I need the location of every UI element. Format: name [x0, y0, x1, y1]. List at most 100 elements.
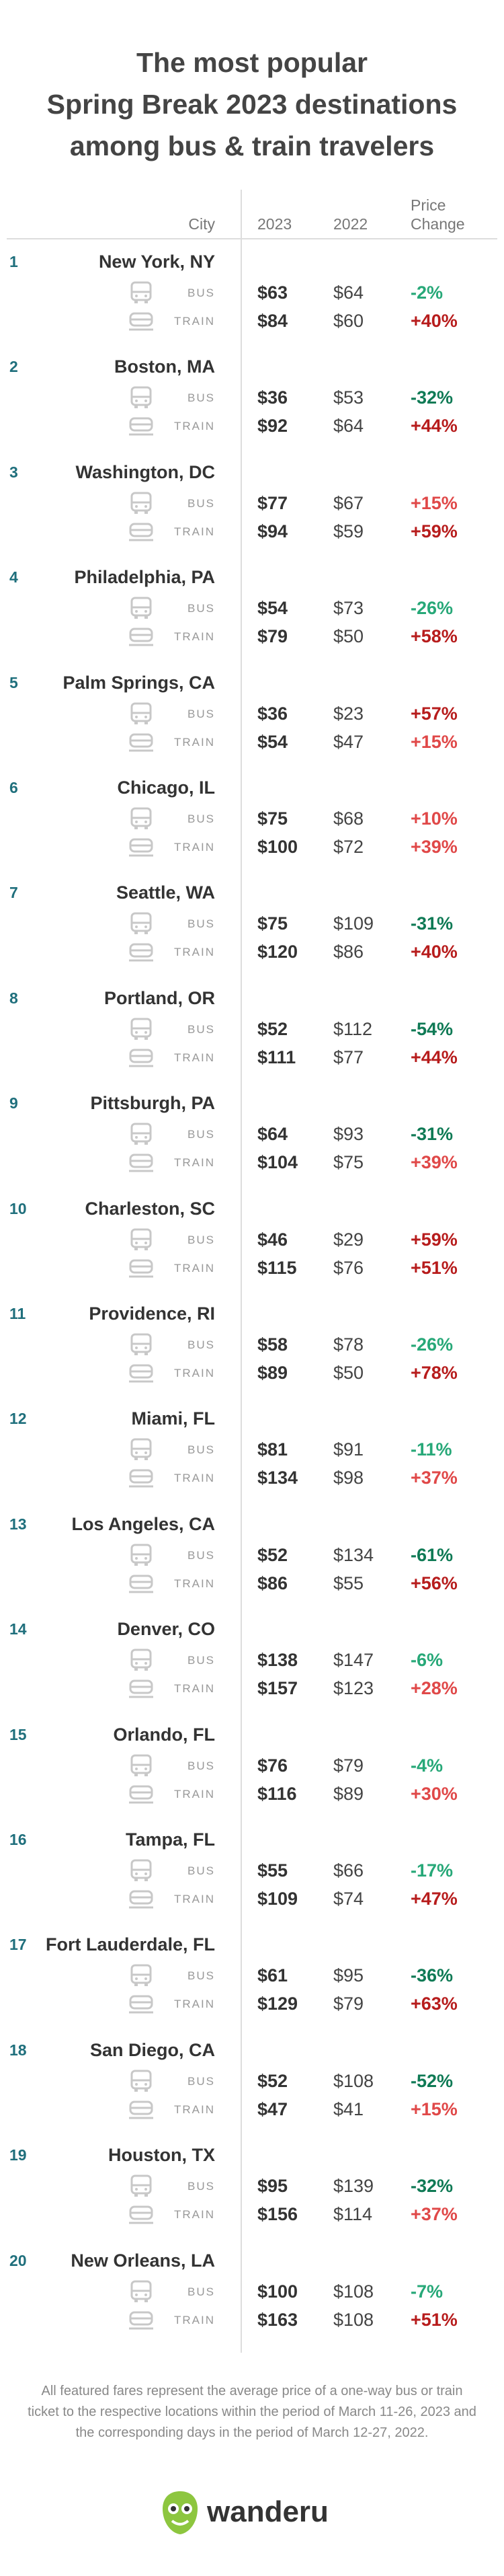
mode-label: BUS: [187, 1759, 215, 1772]
mode-label: TRAIN: [174, 1472, 215, 1485]
price-change: -26%: [411, 598, 454, 619]
mode-label: TRAIN: [174, 2313, 215, 2326]
price-2023: $64: [257, 1124, 288, 1145]
title-line: Spring Break 2023 destinations: [46, 89, 458, 120]
mode-label: TRAIN: [174, 735, 215, 749]
price-change: +56%: [411, 1573, 458, 1593]
price-2022: $76: [333, 1257, 364, 1278]
logo-icon: [163, 2491, 198, 2534]
mode-label: BUS: [187, 917, 215, 931]
city: Portland, OR: [103, 987, 215, 1008]
price-change: -11%: [411, 1439, 452, 1460]
mode-label: TRAIN: [174, 1682, 215, 1696]
price-2022: $139: [333, 2176, 374, 2197]
bus-icon: [130, 1333, 152, 1355]
price-change: +30%: [411, 1783, 458, 1804]
bus-icon: [130, 1018, 152, 1040]
column-header: 2023: [257, 215, 292, 233]
price-change: +63%: [411, 1994, 458, 2014]
price-change: -6%: [411, 1650, 444, 1671]
mode-label: TRAIN: [174, 420, 215, 433]
price-2023: $115: [257, 1257, 297, 1278]
price-2023: $157: [257, 1678, 298, 1699]
price-2022: $64: [333, 416, 364, 437]
price-2023: $36: [257, 387, 288, 408]
price-2023: $109: [257, 1889, 298, 1909]
mode-label: BUS: [187, 812, 215, 825]
bus-icon: [130, 2280, 152, 2302]
mode-label: TRAIN: [174, 315, 215, 328]
city: Chicago, IL: [117, 778, 215, 798]
price-2023: $63: [257, 282, 288, 303]
bus-icon: [130, 1544, 152, 1566]
price-change: -31%: [411, 913, 454, 934]
mode-label: TRAIN: [174, 1367, 215, 1379]
price-change: +39%: [411, 837, 458, 857]
column-header: Change: [411, 215, 465, 233]
price-2023: $116: [257, 1783, 297, 1804]
city: Seattle, WA: [116, 882, 215, 903]
price-change: +78%: [411, 1363, 458, 1383]
price-change: -32%: [411, 387, 454, 408]
price-2022: $112: [333, 1018, 373, 1039]
price-2022: $66: [333, 1860, 364, 1881]
price-change: +37%: [411, 1468, 458, 1488]
price-2023: $92: [257, 416, 288, 437]
rank: 20: [9, 2251, 27, 2269]
train-icon: [129, 1785, 153, 1804]
rank: 1: [9, 253, 18, 270]
city: Washington, DC: [75, 461, 215, 482]
price-2022: $60: [333, 311, 364, 331]
bus-icon: [130, 597, 152, 619]
price-2023: $84: [257, 311, 288, 331]
train-icon: [129, 1364, 153, 1383]
city: Tampa, FL: [125, 1829, 215, 1850]
price-2023: $138: [257, 1650, 298, 1671]
mode-label: BUS: [187, 1654, 215, 1667]
mode-label: TRAIN: [174, 1156, 215, 1170]
train-icon: [129, 2100, 153, 2119]
footnote: All featured fares represent the average…: [28, 2384, 476, 2440]
mode-label: TRAIN: [174, 1787, 215, 1801]
mode-label: BUS: [187, 287, 215, 299]
city: Miami, FL: [131, 1408, 215, 1429]
bus-icon: [130, 386, 152, 409]
price-2023: $52: [257, 1544, 288, 1565]
price-2023: $100: [257, 837, 298, 857]
rank: 18: [9, 2041, 27, 2059]
price-2023: $163: [257, 2309, 298, 2330]
price-change: +44%: [411, 416, 458, 437]
price-2023: $77: [257, 492, 288, 513]
price-2022: $79: [333, 1994, 364, 2014]
city: Los Angeles, CA: [71, 1513, 215, 1534]
title-line: The most popular: [136, 47, 368, 78]
price-2022: $95: [333, 1965, 364, 1986]
price-2022: $109: [333, 913, 374, 934]
rank: 19: [9, 2146, 27, 2164]
price-change: +44%: [411, 1047, 458, 1067]
mode-label: TRAIN: [174, 1577, 215, 1590]
price-2022: $134: [333, 1544, 374, 1565]
mode-label: BUS: [187, 1022, 215, 1036]
price-2023: $94: [257, 521, 288, 541]
city: San Diego, CA: [89, 2039, 215, 2060]
city: New Orleans, LA: [71, 2250, 215, 2271]
price-change: -52%: [411, 2070, 454, 2091]
train-icon: [129, 312, 153, 331]
mode-label: BUS: [187, 1864, 215, 1877]
mode-label: BUS: [187, 1338, 215, 1351]
price-2022: $114: [333, 2204, 373, 2225]
price-2022: $50: [333, 626, 364, 647]
mode-label: TRAIN: [174, 841, 215, 854]
column-header: City: [188, 215, 215, 233]
city: New York, NY: [98, 252, 215, 272]
rank: 10: [9, 1199, 27, 1217]
price-2023: $47: [257, 2098, 288, 2119]
price-change: +58%: [411, 626, 458, 647]
train-icon: [129, 417, 153, 436]
mode-label: TRAIN: [174, 946, 215, 959]
price-change: -17%: [411, 1860, 454, 1881]
price-2023: $75: [257, 913, 288, 934]
mode-label: BUS: [187, 496, 215, 510]
